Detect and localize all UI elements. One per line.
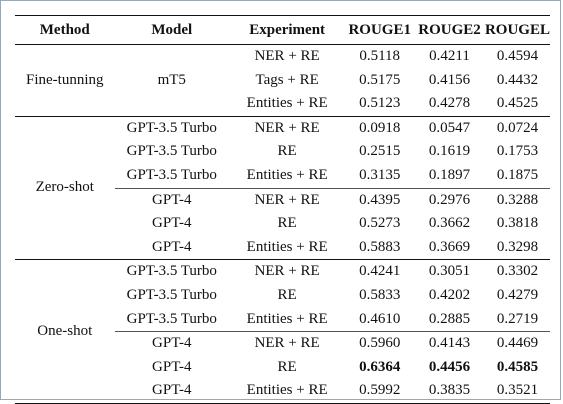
rougel-cell: 0.4594 bbox=[496, 48, 539, 64]
table-row-best: GPT-4 RE 0.6364 0.4456 0.4585 bbox=[15, 356, 550, 380]
experiment-cell: Entities + RE bbox=[246, 382, 328, 399]
table-row: Entities + RE 0.5123 0.4278 0.4525 bbox=[15, 92, 550, 117]
rouge1-cell: 0.5960 bbox=[359, 335, 401, 352]
method-cell: One-shot bbox=[37, 322, 93, 339]
experiment-cell: NER + RE bbox=[254, 263, 320, 280]
rouge2-cell: 0.0547 bbox=[428, 119, 471, 136]
rougel-cell: 0.1875 bbox=[484, 163, 550, 189]
model-cell: GPT-4 bbox=[152, 215, 192, 232]
model-cell: GPT-3.5 Turbo bbox=[126, 143, 217, 160]
experiment-cell: RE bbox=[277, 286, 297, 303]
header-rougel: ROUGEL bbox=[484, 22, 550, 38]
rouge1-best-cell: 0.6364 bbox=[359, 358, 401, 375]
rougel-cell: 0.4525 bbox=[496, 95, 539, 112]
rouge1-cell: 0.3135 bbox=[345, 163, 415, 189]
model-cell: GPT-4 bbox=[152, 335, 192, 352]
table-row: GPT-3.5 Turbo Entities + RE 0.3135 0.189… bbox=[15, 163, 550, 189]
rouge2-cell: 0.3051 bbox=[428, 263, 471, 280]
rouge1-cell: 0.4610 bbox=[345, 307, 415, 333]
rouge2-best-cell: 0.4456 bbox=[428, 358, 471, 375]
experiment-cell: NER + RE bbox=[254, 119, 320, 136]
header-rouge2: ROUGE2 bbox=[418, 22, 481, 38]
experiment-cell: Entities + RE bbox=[229, 307, 346, 333]
table-row: Tags + RE 0.5175 0.4156 0.4432 bbox=[15, 69, 550, 93]
rouge1-cell: 0.5992 bbox=[359, 382, 401, 399]
table-row: GPT-3.5 Turbo RE 0.2515 0.1619 0.1753 bbox=[15, 140, 550, 164]
model-cell: GPT-4 bbox=[152, 191, 192, 208]
table-row: Fine-tunning mT5 NER + RE 0.5118 0.4211 … bbox=[15, 45, 550, 88]
experiment-cell: NER + RE bbox=[254, 191, 320, 208]
header-experiment: Experiment bbox=[249, 22, 326, 38]
rouge2-cell: 0.4202 bbox=[428, 286, 471, 303]
table-row: One-shot GPT-3.5 Turbo NER + RE 0.4241 0… bbox=[15, 260, 550, 338]
table-row: GPT-4 NER + RE 0.5960 0.4143 0.4469 bbox=[15, 332, 550, 356]
rouge2-cell: 0.2976 bbox=[428, 191, 471, 208]
rouge2-cell: 0.3835 bbox=[428, 382, 471, 399]
rouge1-cell: 0.5833 bbox=[359, 286, 401, 303]
rouge1-cell: 0.5273 bbox=[359, 215, 401, 232]
model-cell: mT5 bbox=[157, 71, 186, 88]
experiment-cell: NER + RE bbox=[254, 48, 320, 64]
model-cell: GPT-3.5 Turbo bbox=[126, 263, 217, 280]
rouge1-cell: 0.5883 bbox=[359, 238, 401, 255]
rougel-cell: 0.3302 bbox=[496, 263, 539, 280]
model-cell: GPT-3.5 Turbo bbox=[114, 307, 230, 333]
model-cell: GPT-4 bbox=[152, 238, 192, 255]
table-row: GPT-4 Entities + RE 0.5883 0.3669 0.3298 bbox=[15, 236, 550, 260]
experiment-cell: Tags + RE bbox=[255, 71, 319, 88]
rouge2-cell: 0.3662 bbox=[428, 215, 471, 232]
rougel-cell: 0.2719 bbox=[484, 307, 550, 333]
rouge1-cell: 0.5175 bbox=[359, 71, 401, 88]
rougel-cell: 0.4432 bbox=[496, 71, 539, 88]
rouge2-cell: 0.1897 bbox=[414, 163, 485, 189]
header-model: Model bbox=[151, 22, 193, 38]
experiment-cell: Entities + RE bbox=[246, 238, 328, 255]
experiment-cell: Entities + RE bbox=[246, 95, 328, 112]
method-cell: Fine-tunning bbox=[26, 71, 104, 88]
rouge1-cell: 0.2515 bbox=[359, 143, 401, 160]
rougel-cell: 0.3288 bbox=[496, 191, 539, 208]
experiment-cell: Entities + RE bbox=[229, 163, 346, 189]
rougel-cell: 0.4469 bbox=[496, 335, 539, 352]
rougel-best-cell: 0.4585 bbox=[496, 358, 539, 375]
rougel-cell: 0.0724 bbox=[496, 119, 539, 136]
header-method: Method bbox=[39, 22, 90, 38]
model-cell: GPT-4 bbox=[152, 358, 192, 375]
rouge1-cell: 0.5118 bbox=[359, 48, 401, 64]
rouge1-cell: 0.4395 bbox=[359, 191, 401, 208]
rouge2-cell: 0.3669 bbox=[428, 238, 471, 255]
rougel-cell: 0.3298 bbox=[496, 238, 539, 255]
header-rouge1: ROUGE1 bbox=[348, 22, 411, 38]
model-cell: GPT-3.5 Turbo bbox=[126, 286, 217, 303]
experiment-cell: RE bbox=[277, 143, 297, 160]
rougel-cell: 0.4279 bbox=[496, 286, 539, 303]
table-row: Zero-shot GPT-3.5 Turbo NER + RE 0.0918 … bbox=[15, 116, 550, 195]
rouge2-cell: 0.4156 bbox=[428, 71, 471, 88]
header-row: Method Model Experiment ROUGE1 ROUGE2 RO… bbox=[15, 15, 550, 45]
table-row: GPT-4 NER + RE 0.4395 0.2976 0.3288 bbox=[15, 188, 550, 212]
rougel-cell: 0.1753 bbox=[496, 143, 539, 160]
experiment-cell: RE bbox=[277, 215, 297, 232]
rouge2-cell: 0.4278 bbox=[428, 95, 471, 112]
model-cell: GPT-4 bbox=[152, 382, 192, 399]
table-row: GPT-4 RE 0.5273 0.3662 0.3818 bbox=[15, 212, 550, 236]
experiment-cell: RE bbox=[277, 358, 297, 375]
method-cell: Zero-shot bbox=[35, 179, 94, 196]
model-cell: GPT-3.5 Turbo bbox=[126, 119, 217, 136]
rouge1-cell: 0.5123 bbox=[359, 95, 401, 112]
rouge1-cell: 0.0918 bbox=[359, 119, 401, 136]
table-row: GPT-3.5 Turbo RE 0.5833 0.4202 0.4279 bbox=[15, 284, 550, 308]
rougel-cell: 0.3521 bbox=[496, 382, 539, 399]
model-cell: GPT-3.5 Turbo bbox=[114, 163, 230, 189]
rouge2-cell: 0.4211 bbox=[429, 48, 470, 64]
rouge2-cell: 0.2885 bbox=[414, 307, 485, 333]
rouge2-cell: 0.4143 bbox=[428, 335, 471, 352]
rougel-cell: 0.3818 bbox=[496, 215, 539, 232]
experiment-cell: NER + RE bbox=[254, 335, 320, 352]
table-row: GPT-3.5 Turbo Entities + RE 0.4610 0.288… bbox=[15, 307, 550, 333]
results-table: Method Model Experiment ROUGE1 ROUGE2 RO… bbox=[15, 15, 550, 404]
rouge1-cell: 0.4241 bbox=[359, 263, 401, 280]
rouge2-cell: 0.1619 bbox=[428, 143, 471, 160]
